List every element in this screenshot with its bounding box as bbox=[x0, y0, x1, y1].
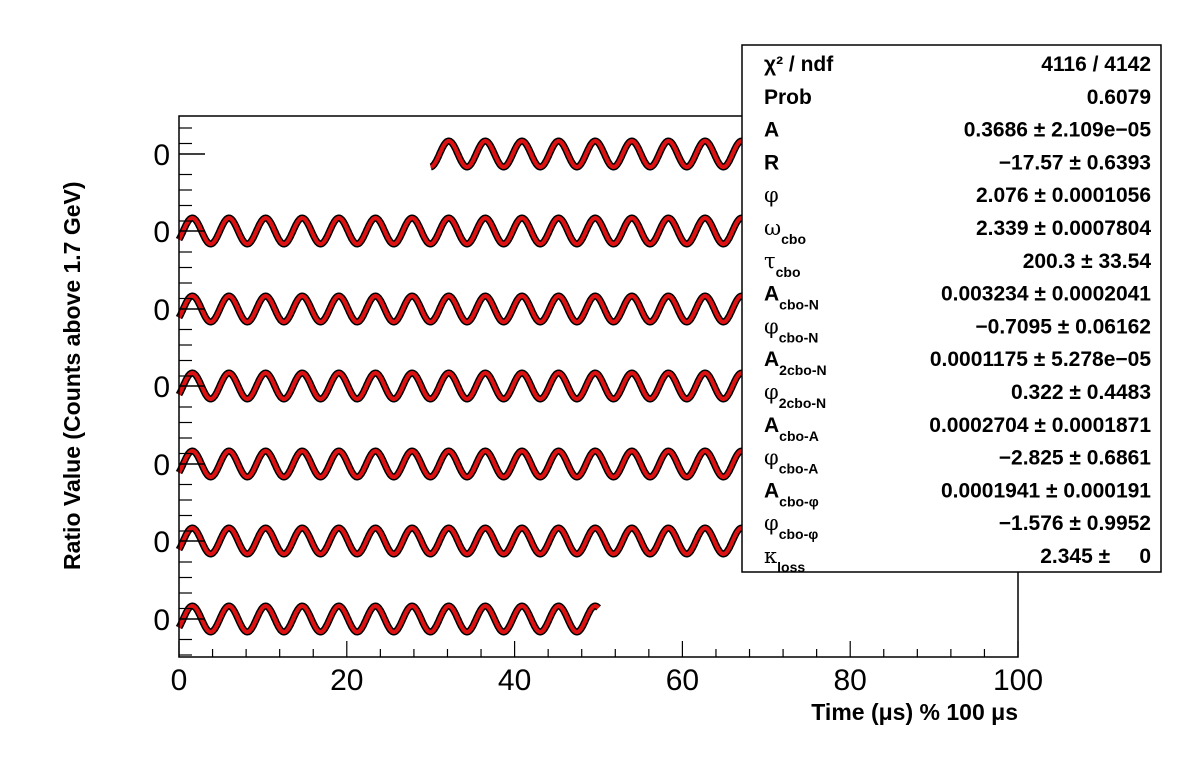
stat-value: −0.7095 ± 0.06162 bbox=[975, 315, 1151, 338]
stat-name: Acbo-A bbox=[764, 414, 819, 444]
y-tick-label-row-3: 0 bbox=[153, 294, 170, 327]
y-tick-label-row-4: 0 bbox=[153, 371, 170, 404]
stat-name: κloss bbox=[764, 544, 805, 575]
stat-value: 4116 / 4142 bbox=[1041, 53, 1151, 76]
stat-value: 0.6079 bbox=[1087, 86, 1151, 109]
x-axis-title: Time (μs) % 100 μs bbox=[811, 699, 1018, 725]
fit-curve-row-7 bbox=[177, 604, 601, 634]
stat-name: φ bbox=[764, 183, 779, 207]
stat-name: A2cbo-N bbox=[764, 348, 827, 378]
stats-box-frame bbox=[741, 44, 1162, 573]
stat-value: −1.576 ± 0.9952 bbox=[999, 512, 1151, 535]
stat-name: R bbox=[764, 151, 779, 174]
x-tick-label: 60 bbox=[666, 664, 699, 697]
stat-name: τcbo bbox=[764, 249, 801, 280]
stat-name: A bbox=[764, 119, 779, 142]
stat-value: 0.0001941 ± 0.000191 bbox=[941, 479, 1151, 502]
x-tick-label: 40 bbox=[498, 664, 531, 697]
stat-name: φ2cbo-N bbox=[764, 380, 826, 411]
stat-name: Acbo-N bbox=[764, 283, 819, 313]
stat-value: 2.339 ± 0.0007804 bbox=[976, 217, 1151, 240]
y-tick-label-row-7: 0 bbox=[153, 604, 170, 637]
stat-name: φcbo-φ bbox=[764, 511, 818, 542]
y-axis-title: Ratio Value (Counts above 1.7 GeV) bbox=[59, 181, 85, 570]
stat-name: Acbo-φ bbox=[764, 479, 819, 509]
y-tick-label-row-2: 0 bbox=[153, 216, 170, 249]
stat-value: −17.57 ± 0.6393 bbox=[999, 151, 1151, 174]
stat-name: φcbo-N bbox=[764, 314, 818, 345]
x-tick-label: 0 bbox=[171, 664, 188, 697]
stat-value: 0.3686 ± 2.109e−05 bbox=[964, 119, 1152, 142]
x-tick-label: 20 bbox=[330, 664, 363, 697]
stat-name: Prob bbox=[764, 86, 812, 109]
fit-stats-box: χ² / ndf 4116 / 4142 Prob 0.6079 A 0.3686 ± 2… bbox=[741, 44, 1162, 575]
y-tick-label-row-5: 0 bbox=[153, 449, 170, 482]
stat-value: 2.076 ± 0.0001056 bbox=[976, 184, 1151, 207]
stat-name: ωcbo bbox=[764, 216, 806, 247]
x-tick-label: 80 bbox=[834, 664, 867, 697]
y-tick-label-row-6: 0 bbox=[153, 526, 170, 559]
stat-name: φcbo-A bbox=[764, 446, 818, 477]
stat-value: 0.322 ± 0.4483 bbox=[1011, 381, 1151, 404]
stat-value: 2.345 ± 0 bbox=[1040, 545, 1151, 568]
x-tick-label: 100 bbox=[993, 664, 1043, 697]
stat-value: 0.0001175 ± 5.278e−05 bbox=[930, 348, 1151, 371]
stat-value: 200.3 ± 33.54 bbox=[1023, 250, 1152, 273]
traces-layer bbox=[175, 137, 1022, 636]
y-tick-label-row-1: 0 bbox=[153, 139, 170, 172]
stat-value: −2.825 ± 0.6861 bbox=[999, 447, 1152, 470]
stat-value: 0.0002704 ± 0.0001871 bbox=[929, 414, 1151, 437]
stat-name: χ² / ndf bbox=[764, 53, 834, 76]
stat-value: 0.003234 ± 0.0002041 bbox=[941, 283, 1151, 306]
